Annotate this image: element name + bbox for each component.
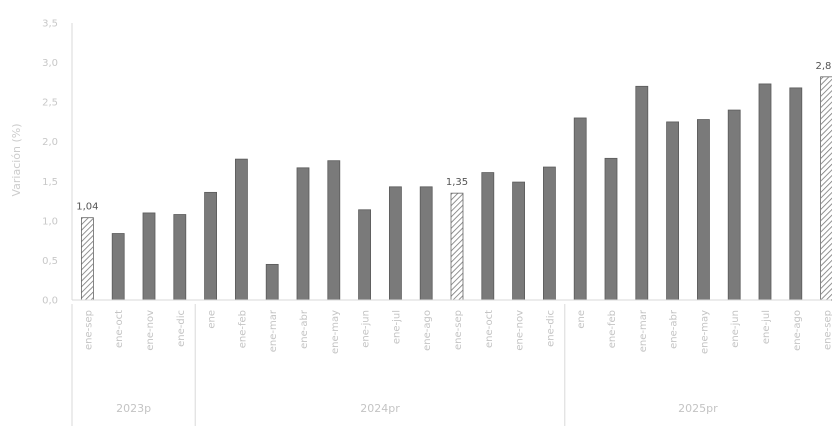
x-tick-label: ene-feb — [237, 310, 248, 348]
x-tick-label: ene-jun — [361, 310, 372, 348]
x-tick-label: ene-sep — [83, 310, 94, 350]
x-tick-label: ene-abr — [299, 309, 310, 349]
x-tick-label: ene-nov — [515, 310, 526, 351]
x-tick-label: ene-sep — [453, 310, 464, 350]
group-label: 2024pr — [360, 402, 400, 415]
y-axis: 0,0 0,5 1,0 1,5 2,0 2,5 3,0 3,5 — [42, 19, 73, 307]
y-tick-label: 2,0 — [42, 137, 58, 148]
bar — [543, 166, 556, 301]
bar — [512, 181, 525, 301]
x-tick-label: ene-mar — [638, 309, 649, 352]
group-label: 2025pr — [678, 402, 718, 415]
highlighted-bar — [820, 76, 832, 301]
data-label: 2,82 — [815, 61, 832, 72]
x-tick-label: ene-sep — [823, 310, 832, 350]
bar — [604, 157, 618, 301]
y-axis-title: Variación (%) — [10, 123, 23, 196]
bar — [789, 87, 803, 301]
highlighted-bar — [81, 217, 94, 301]
bar — [727, 109, 741, 301]
bar — [265, 263, 279, 301]
bar — [296, 167, 310, 301]
x-tick-label: ene-dic — [545, 310, 556, 347]
bar — [573, 117, 587, 301]
x-tick-label: ene-jun — [730, 310, 741, 348]
x-tick-label: ene-mar — [268, 309, 279, 352]
x-tick-label: ene-oct — [114, 310, 125, 348]
y-tick-label: 0,5 — [42, 256, 58, 267]
y-tick-label: 2,5 — [42, 98, 58, 109]
group-label: 2023p — [116, 402, 151, 415]
bar — [204, 191, 218, 301]
x-tick-label: ene-ago — [422, 310, 433, 351]
bar — [327, 160, 341, 301]
y-tick-label: 3,5 — [42, 19, 58, 30]
bar — [234, 158, 248, 301]
bars: 1,04 1,35 2,82 — [76, 61, 832, 301]
y-tick-label: 1,0 — [42, 216, 58, 227]
x-tick-label: ene — [576, 310, 587, 329]
bar — [358, 209, 372, 301]
data-label: 1,35 — [446, 177, 468, 188]
bar — [635, 85, 649, 301]
x-axis: ene-sep ene-oct ene-nov ene-dic ene ene-feb en… — [71, 299, 832, 426]
bar — [666, 121, 679, 301]
bar — [758, 83, 772, 301]
bar — [419, 186, 433, 301]
x-tick-label: ene-may — [330, 310, 341, 354]
data-label: 1,04 — [76, 202, 98, 213]
x-tick-label: ene — [207, 310, 218, 329]
bar — [388, 186, 402, 301]
bar — [142, 212, 156, 301]
bar — [481, 172, 495, 301]
x-tick-label: ene-jul — [391, 310, 402, 344]
x-tick-label: ene-nov — [145, 310, 156, 351]
highlighted-bar — [450, 192, 464, 301]
y-tick-label: 0,0 — [42, 296, 58, 307]
x-tick-label: ene-jul — [761, 310, 772, 344]
bar — [111, 233, 125, 301]
y-tick-label: 1,5 — [42, 177, 58, 188]
x-tick-label: ene-feb — [607, 310, 618, 348]
x-tick-label: ene-ago — [792, 310, 803, 351]
bar — [173, 214, 187, 301]
bar — [697, 119, 710, 301]
x-tick-label: ene-may — [699, 310, 710, 354]
x-tick-label: ene-abr — [669, 309, 680, 349]
y-tick-label: 3,0 — [42, 58, 58, 69]
x-tick-label: ene-dic — [176, 310, 187, 347]
x-tick-label: ene-oct — [484, 310, 495, 348]
